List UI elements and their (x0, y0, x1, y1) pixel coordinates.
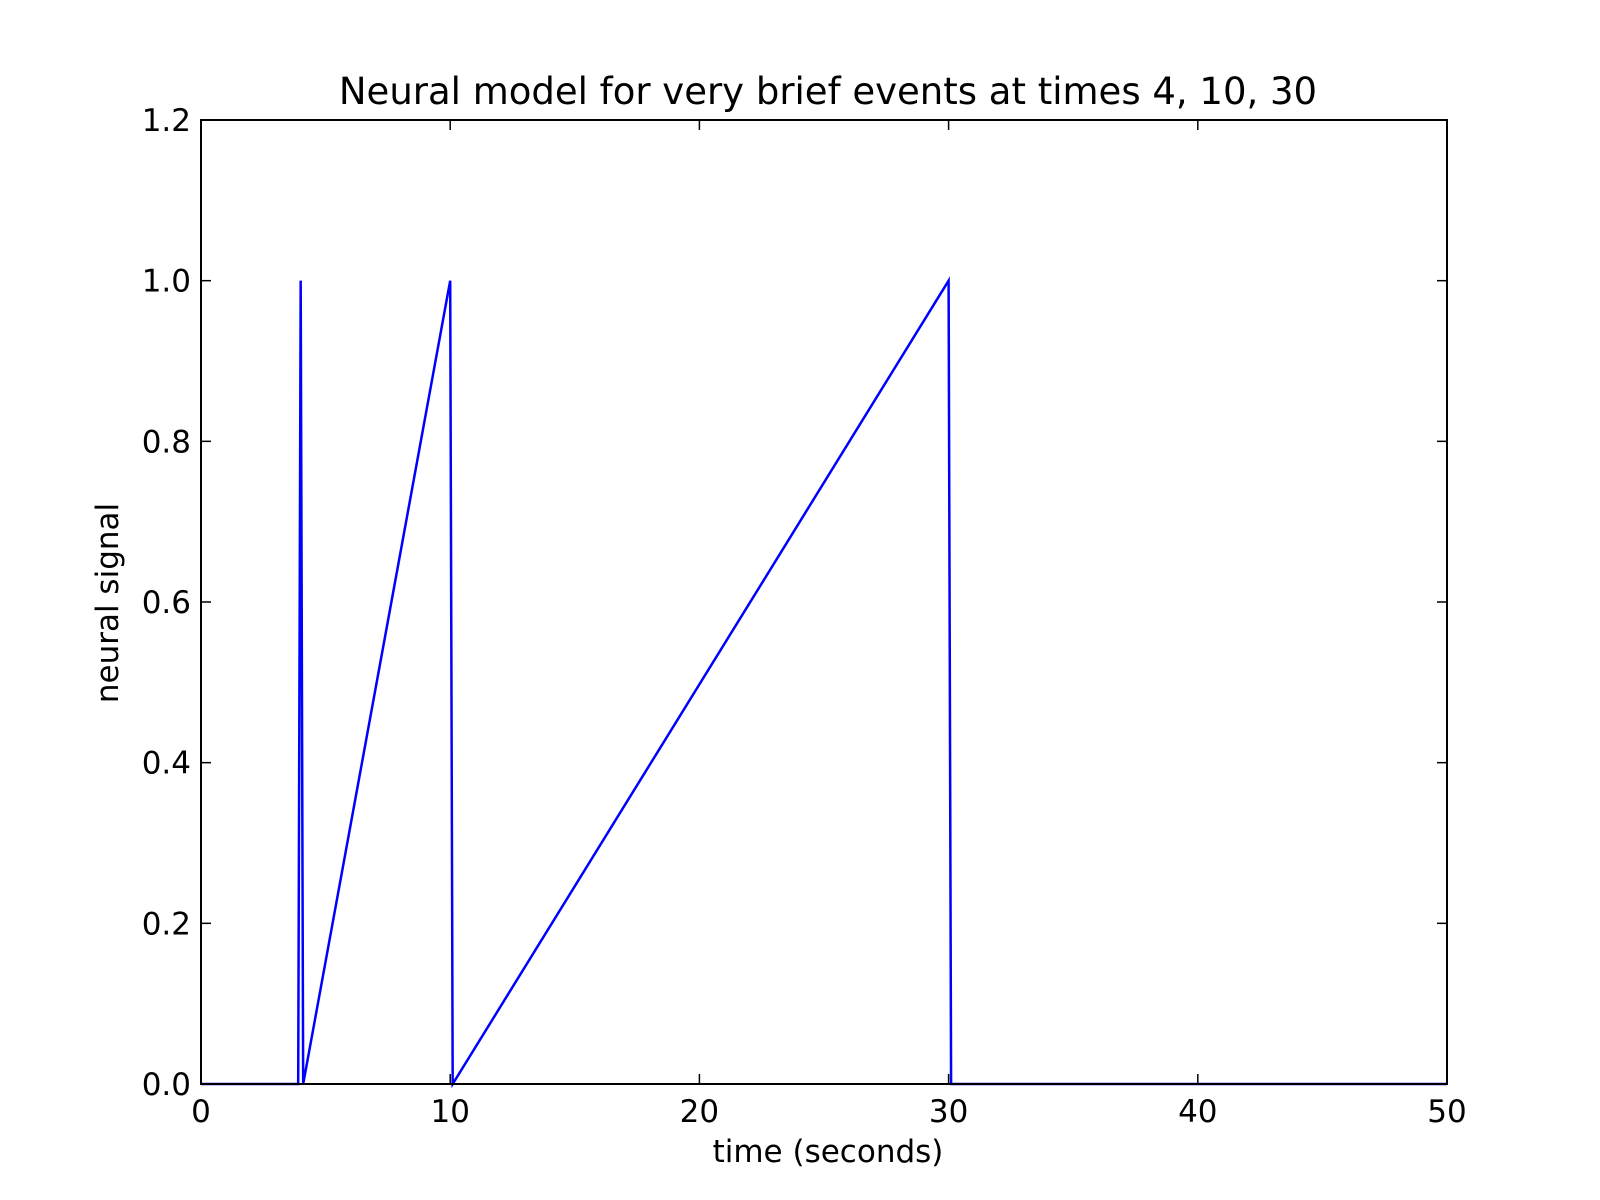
axes-frame (200, 119, 1448, 1085)
x-tick-label: 40 (1178, 1094, 1217, 1130)
y-tick-label: 0.0 (142, 1067, 191, 1103)
y-tick-label: 1.2 (142, 103, 191, 139)
x-tick-label: 20 (680, 1094, 719, 1130)
x-axis-label: time (seconds) (713, 1134, 944, 1170)
y-tick-label: 1.0 (142, 264, 191, 300)
y-tick-label: 0.4 (142, 746, 191, 782)
x-tick-label: 0 (191, 1094, 211, 1130)
ticks-layer: 0 10 20 30 40 50 0.0 0.2 0.4 0.6 0.8 1.0 1.2 (142, 103, 1467, 1130)
series-line (201, 276, 1447, 1089)
y-tick-label: 0.2 (142, 906, 191, 942)
series-layer (201, 276, 1447, 1089)
x-tick-label: 10 (430, 1094, 469, 1130)
y-tick-label: 0.6 (142, 585, 191, 621)
chart-title: Neural model for very brief events at ti… (339, 70, 1317, 113)
x-tick-label: 50 (1427, 1094, 1466, 1130)
y-axis-label: neural signal (90, 503, 126, 703)
x-tick-label: 30 (929, 1094, 968, 1130)
y-tick-label: 0.8 (142, 424, 191, 460)
